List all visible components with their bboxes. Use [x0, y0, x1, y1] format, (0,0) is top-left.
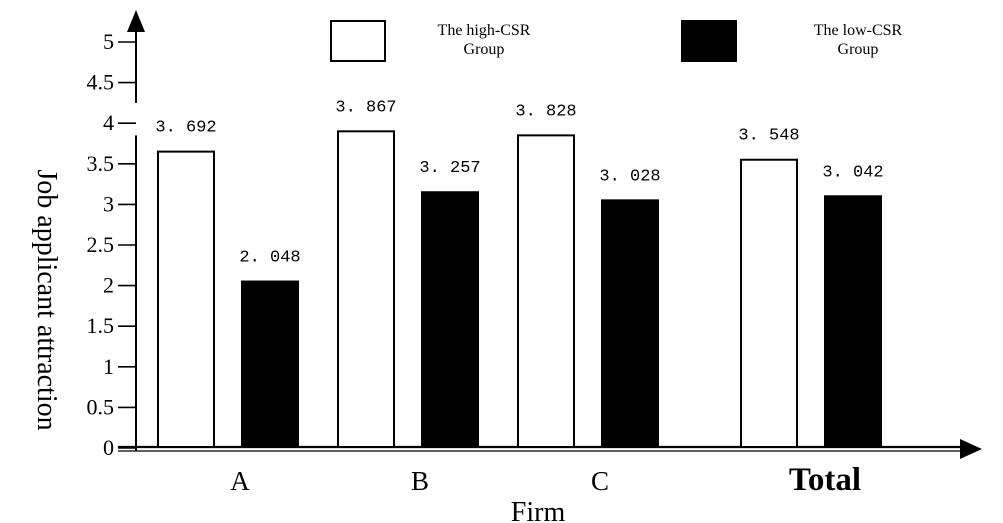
legend-swatch-high-csr	[330, 20, 386, 62]
y-tick-label: 5	[103, 29, 114, 54]
bar-low-csr-a	[241, 280, 299, 449]
legend-label: Group	[838, 41, 879, 58]
labels-layer: 3. 692 2. 048 A 3. 867 3. 257 B 3. 828 3. 028 C 3…	[155, 98, 883, 498]
x-tick-label: A	[230, 466, 250, 496]
bar-high-csr-c	[517, 134, 575, 448]
x-tick-label: B	[411, 466, 429, 496]
legend-label: The high-CSR	[438, 22, 531, 39]
axes-layer: 0 0.5 1 1.5 2 2.5 3 3.5 4 4.5 5	[87, 10, 982, 460]
legend-label: The low-CSR	[814, 22, 903, 39]
legend: The high-CSR Group The low-CSR Group	[330, 20, 903, 62]
data-label: 3. 828	[515, 102, 576, 121]
y-tick-label: 4.5	[87, 70, 115, 95]
y-tick-label: 3	[103, 191, 114, 216]
bar-low-csr-c	[601, 199, 659, 448]
y-tick-label: 0.5	[87, 394, 115, 419]
bar-low-csr-b	[421, 191, 479, 448]
data-label: 3. 257	[419, 159, 480, 178]
x-axis-arrow	[960, 439, 982, 459]
data-label: 3. 867	[335, 98, 396, 117]
data-label: 3. 042	[822, 163, 883, 182]
y-axis-title: Job applicant attraction	[31, 169, 62, 430]
y-axis-arrow	[127, 10, 145, 32]
legend-swatch-low-csr	[681, 20, 737, 62]
y-tick-label: 0	[103, 435, 114, 460]
data-label: 2. 048	[239, 249, 300, 268]
y-tick-label: 2.5	[87, 232, 115, 257]
legend-label: Group	[464, 41, 505, 58]
bar-high-csr-a	[157, 150, 215, 448]
y-tick-label: 1.5	[87, 313, 115, 338]
data-label: 3. 548	[738, 127, 799, 146]
data-label: 3. 028	[599, 167, 660, 186]
y-tick-label: 4	[103, 110, 114, 135]
y-tick-label: 1	[103, 354, 114, 379]
bar-high-csr-total	[740, 158, 798, 449]
y-tick-label: 3.5	[87, 151, 115, 176]
x-axis-title: Firm	[511, 497, 566, 523]
x-tick-label: Total	[789, 462, 861, 498]
data-label: 3. 692	[155, 119, 216, 138]
x-tick-label: C	[591, 466, 609, 496]
bars-layer	[157, 130, 882, 449]
bar-low-csr-total	[824, 195, 882, 448]
y-tick-label: 2	[103, 273, 114, 298]
bar-high-csr-b	[337, 130, 395, 448]
